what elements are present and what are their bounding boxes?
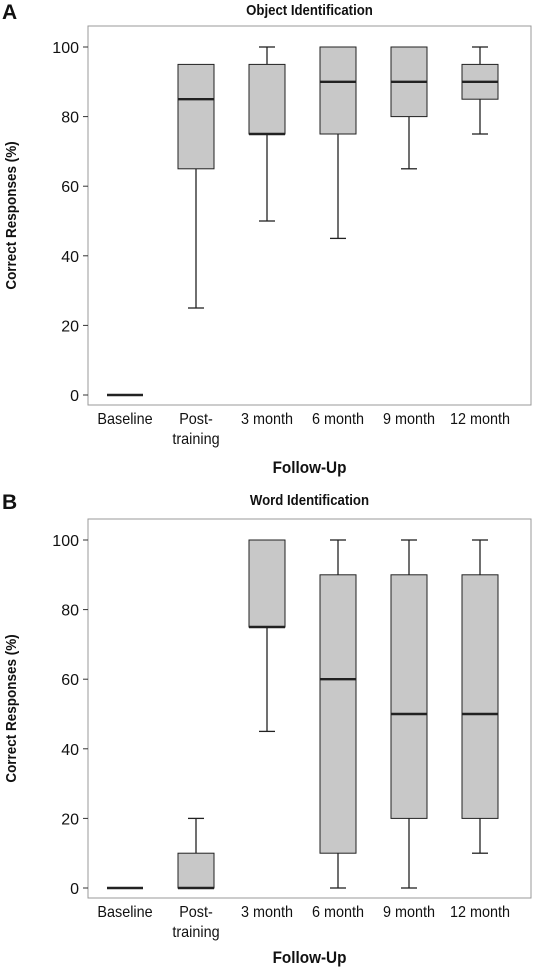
panel-a-box-post-training-iqr [177,63,215,170]
panel-a-x-tick-label-3-month: 3 month [241,410,293,428]
panel-b-x-axis-label: Follow-Up [273,948,347,967]
panel-a-x-tick-label-post-training-line2: training [172,430,219,448]
panel-a-box-3-month-iqr [248,63,286,135]
panel-a-title: Object Identification [246,1,373,18]
panel-a-y-tick-label-80: 80 [61,110,79,127]
panel-a-box-6-month-iqr [319,46,357,135]
panel-b-y-tick-label-80: 80 [61,603,79,620]
panel-a-y-tick-label-0: 0 [70,388,79,405]
panel-b-y-tick-label-0: 0 [70,881,79,898]
panel-a-y-tick-label-60: 60 [61,179,79,196]
panel-b-y-tick-label-40: 40 [61,742,79,759]
panel-b-x-tick-label-3-month: 3 month [241,903,293,921]
panel-b-y-tick-label-20: 20 [61,811,79,828]
panel-b-plot-frame [87,518,532,899]
panel-b-title: Word Identification [250,491,369,508]
panel-b-box-post-training-iqr [177,852,215,889]
panel-b-y-axis-label: Correct Responses (%) [3,634,20,783]
panel-a-x-tick-label-9-month: 9 month [383,410,435,428]
panel-b-x-tick-label-12-month: 12 month [450,903,510,921]
panel-a-x-tick-label-6-month: 6 month [312,410,364,428]
panel-b-x-tick-label-post-training-line1: Post- [179,903,213,921]
panel-b-box-3-month-iqr [248,539,286,628]
panel-b-box-9-month-iqr [390,574,428,819]
panel-a-y-tick-label-20: 20 [61,318,79,335]
panel-a-x-tick-label-post-training-line1: Post- [179,410,213,428]
panel-b-x-tick-label-post-training-line2: training [172,923,219,941]
panel-b-x-tick-label-9-month: 9 month [383,903,435,921]
panel-a-y-tick-label-40: 40 [61,249,79,266]
panel-a-y-tick-label-100: 100 [52,40,79,57]
panel-b-x-tick-label-6-month: 6 month [312,903,364,921]
panel-a-x-tick-label-baseline: Baseline [97,410,152,428]
panel-b-box-6-month-iqr [319,574,357,854]
panel-b-y-tick-label-100: 100 [52,533,79,550]
panel-a-x-tick-label-12-month: 12 month [450,410,510,428]
panel-b-x-tick-label-baseline: Baseline [97,903,152,921]
panel-b-label: B [2,491,17,514]
panel-a-x-axis-label: Follow-Up [273,458,347,477]
panel-a-y-axis-label: Correct Responses (%) [3,141,20,290]
panel-a-label: A [2,1,17,24]
panel-a-plot-frame [87,25,532,406]
panel-b-y-tick-label-60: 60 [61,672,79,689]
panel-b-box-12-month-iqr [461,574,499,819]
